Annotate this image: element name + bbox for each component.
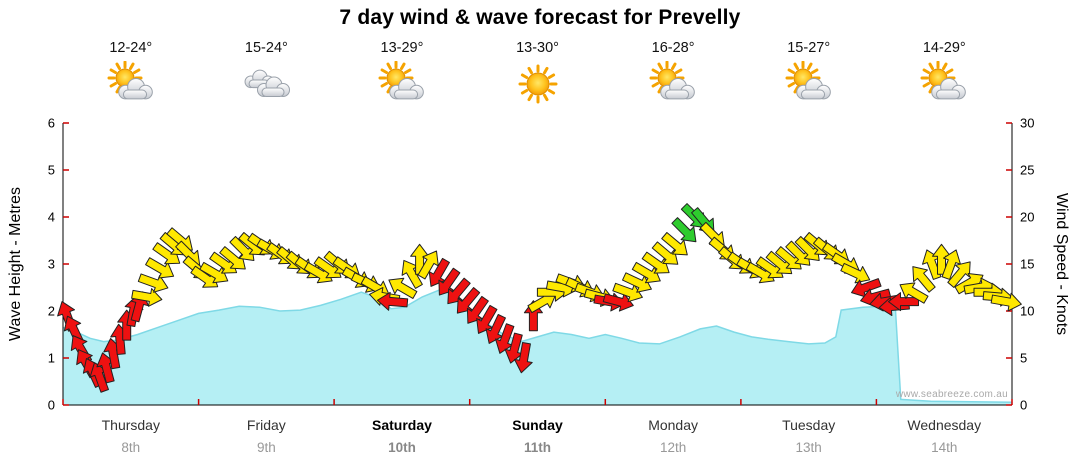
weather-icon	[375, 61, 429, 107]
svg-text:4: 4	[48, 210, 55, 225]
day-summary: 15-27°	[741, 40, 877, 107]
svg-text:15: 15	[1020, 257, 1034, 272]
day-summary: 16-28°	[605, 40, 741, 107]
svg-text:5: 5	[1020, 351, 1027, 366]
wind-arrows	[57, 203, 1022, 393]
day-name: Monday	[648, 417, 698, 433]
axis-tick-labels: 0 1 2 3 4 5 6 0 5 10 15 20 25 30	[48, 116, 1035, 413]
day-temp-range: 13-30°	[516, 40, 559, 56]
day-date: 9th	[256, 440, 276, 455]
day-label: Friday 9th	[199, 417, 335, 455]
day-summary: 12-24°	[63, 40, 199, 107]
svg-text:25: 25	[1020, 163, 1034, 178]
svg-text:30: 30	[1020, 116, 1034, 131]
day-date: 12th	[659, 440, 687, 455]
day-label: Saturday 10th	[334, 417, 470, 455]
svg-text:2: 2	[48, 304, 55, 319]
day-temp-range: 16-28°	[651, 40, 695, 56]
day-name: Saturday	[371, 417, 432, 433]
watermark: www.seabreeze.com.au	[895, 389, 1008, 400]
wave-height-area	[63, 289, 1012, 405]
day-name: Sunday	[512, 417, 563, 433]
svg-text:6: 6	[48, 116, 55, 131]
svg-text:0: 0	[48, 398, 55, 413]
day-summary: 15-24°	[199, 40, 335, 107]
day-date: 13th	[795, 440, 822, 455]
day-date: 8th	[121, 440, 141, 455]
day-date: 11th	[524, 440, 552, 455]
svg-text:20: 20	[1020, 210, 1034, 225]
day-summary: 13-29°	[334, 40, 470, 107]
day-summary: 13-30°	[470, 40, 606, 107]
day-name: Friday	[246, 417, 286, 433]
svg-text:0: 0	[1020, 398, 1027, 413]
weather-icon	[782, 61, 836, 107]
day-label: Tuesday 13th	[741, 417, 877, 455]
weather-icon	[917, 61, 971, 107]
day-label: Thursday 8th	[63, 417, 199, 455]
day-labels: Thursday 8th Friday 9th Saturday 10th Su…	[63, 417, 1012, 455]
day-temp-range: 14-29°	[922, 40, 966, 56]
left-axis-label: Wave Height - Metres	[7, 186, 24, 342]
day-name: Thursday	[101, 417, 160, 433]
wave-height-edge	[62, 288, 1013, 403]
day-date: 10th	[388, 440, 416, 455]
page-title: 7 day wind & wave forecast for Prevelly	[339, 6, 741, 29]
weather-icon	[239, 61, 293, 107]
day-temp-range: 13-29°	[380, 40, 424, 56]
day-date: 14th	[931, 440, 958, 455]
day-name: Tuesday	[782, 417, 836, 433]
svg-text:10: 10	[1020, 304, 1034, 319]
weather-icon	[646, 61, 700, 107]
svg-text:3: 3	[48, 257, 55, 272]
weather-icon	[104, 61, 158, 107]
day-temp-range: 15-24°	[244, 40, 288, 56]
day-headers: 12-24° 15-24° 13-29° 13-30° 16-28° 15-27…	[63, 40, 1012, 107]
day-name: Wednesday	[907, 417, 982, 433]
day-temp-range: 15-27°	[787, 40, 831, 56]
day-summary: 14-29°	[876, 40, 1012, 107]
svg-text:5: 5	[48, 163, 55, 178]
day-label: Monday 12th	[605, 417, 741, 455]
day-label: Sunday 11th	[470, 417, 606, 455]
right-axis-label: Wind Speed - Knots	[1053, 192, 1070, 336]
svg-text:1: 1	[48, 351, 55, 366]
weather-icon	[511, 61, 565, 107]
day-label: Wednesday 14th	[876, 417, 1012, 455]
day-temp-range: 12-24°	[109, 40, 153, 56]
axis-ticks	[62, 122, 1013, 406]
